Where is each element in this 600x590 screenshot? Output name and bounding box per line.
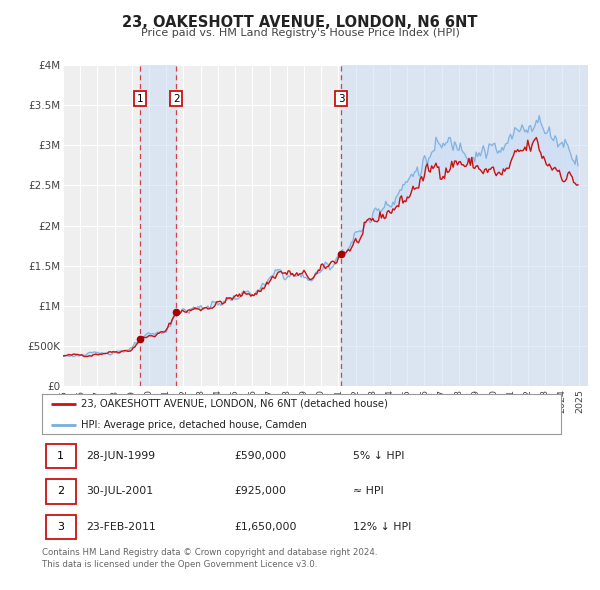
FancyBboxPatch shape [46,514,76,539]
Text: 12% ↓ HPI: 12% ↓ HPI [353,522,412,532]
Text: 28-JUN-1999: 28-JUN-1999 [86,451,155,461]
Text: 23, OAKESHOTT AVENUE, LONDON, N6 6NT: 23, OAKESHOTT AVENUE, LONDON, N6 6NT [122,15,478,30]
Text: £590,000: £590,000 [234,451,286,461]
Bar [140,65,176,386]
Text: 1: 1 [57,451,64,461]
FancyBboxPatch shape [46,479,76,504]
Text: 2: 2 [57,487,64,496]
Text: 1: 1 [137,94,143,104]
Text: Price paid vs. HM Land Registry's House Price Index (HPI): Price paid vs. HM Land Registry's House … [140,28,460,38]
Text: £925,000: £925,000 [234,487,286,496]
Text: £1,650,000: £1,650,000 [234,522,296,532]
Text: 23-FEB-2011: 23-FEB-2011 [86,522,156,532]
FancyBboxPatch shape [46,444,76,468]
Text: 3: 3 [57,522,64,532]
Text: ≈ HPI: ≈ HPI [353,487,384,496]
Text: 23, OAKESHOTT AVENUE, LONDON, N6 6NT (detached house): 23, OAKESHOTT AVENUE, LONDON, N6 6NT (de… [81,399,388,408]
Text: 5% ↓ HPI: 5% ↓ HPI [353,451,405,461]
Text: Contains HM Land Registry data © Crown copyright and database right 2024.
This d: Contains HM Land Registry data © Crown c… [42,548,377,569]
Bar [341,65,588,386]
Text: 2: 2 [173,94,179,104]
Text: 30-JUL-2001: 30-JUL-2001 [86,487,153,496]
Text: HPI: Average price, detached house, Camden: HPI: Average price, detached house, Camd… [81,420,307,430]
Text: 3: 3 [338,94,344,104]
